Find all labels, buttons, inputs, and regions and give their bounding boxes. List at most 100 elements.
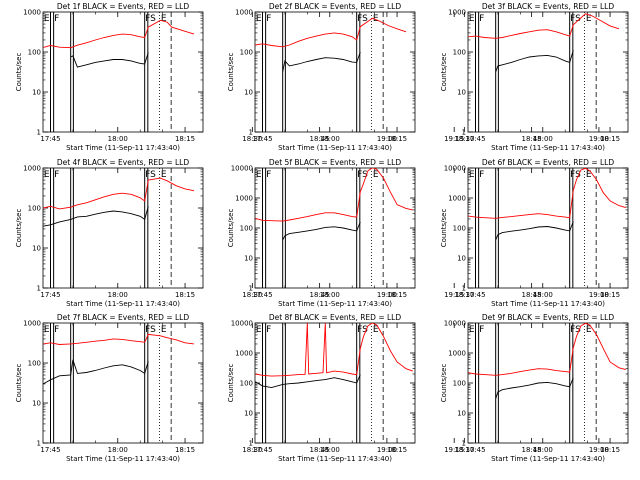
- lld-series-line: [468, 323, 626, 376]
- x-tick-label: 19:00: [589, 291, 609, 299]
- events-series-line: [70, 52, 149, 68]
- x-tick-label: 19:15: [444, 446, 464, 454]
- panel-det-4f: Det 4f BLACK = Events, RED = LLD 1 10 100 10…: [15, 158, 464, 308]
- x-tick-label: 18:00: [108, 135, 128, 143]
- x-tick-label: 18:00: [108, 446, 128, 454]
- x-tick-label: 18:30: [242, 446, 262, 454]
- y-tick-label: 10: [32, 400, 41, 408]
- x-tick-label: 19:00: [589, 135, 609, 143]
- x-tick-label: 18:15: [387, 135, 407, 143]
- interval-mark-label: F: [54, 14, 59, 24]
- interval-mark-label: E: [469, 14, 475, 24]
- interval-mark-label: E: [586, 325, 592, 335]
- y-tick-label: 1: [249, 285, 253, 293]
- y-tick-label: 10: [244, 255, 253, 263]
- y-tick-label: 100: [453, 225, 466, 233]
- y-tick-label: 1: [37, 129, 41, 137]
- interval-mark-label: F: [266, 325, 271, 335]
- plot-frame: [254, 167, 416, 289]
- x-tick-label: 18:45: [522, 291, 542, 299]
- interval-mark-label: E: [586, 14, 592, 24]
- interval-mark-label: FS: [357, 14, 368, 24]
- y-tick-label: 1000: [448, 350, 466, 358]
- interval-mark-label: F: [479, 170, 484, 180]
- x-tick-label: 18:15: [387, 446, 407, 454]
- panel-det-8f: Det 8f BLACK = Events, RED = LLD 1 10 100 10…: [227, 313, 609, 463]
- lld-series-line: [255, 168, 413, 222]
- y-tick-label: 1000: [235, 9, 253, 17]
- x-tick-label: 17:45: [40, 135, 60, 143]
- y-tick-label: 1000: [235, 350, 253, 358]
- y-tick-label: 1: [249, 440, 253, 448]
- y-axis-label: Counts/sec: [15, 364, 23, 403]
- x-tick-label: 18:00: [533, 446, 553, 454]
- y-tick-label: 100: [240, 380, 253, 388]
- lld-series-line: [43, 333, 195, 345]
- x-tick-label: 19:15: [444, 291, 464, 299]
- x-tick-label: 18:15: [175, 446, 195, 454]
- y-tick-label: 10: [32, 245, 41, 253]
- panel-det-2f: Det 2f BLACK = Events, RED = LLD 1 10 100 10…: [227, 2, 609, 152]
- x-tick-label: 17:45: [40, 291, 60, 299]
- y-tick-label: 100: [28, 49, 41, 57]
- x-tick-label: 18:30: [454, 446, 474, 454]
- y-tick-label: 1000: [23, 320, 41, 328]
- y-tick-label: 100: [240, 225, 253, 233]
- x-tick-label: 18:45: [522, 135, 542, 143]
- x-tick-label: 18:15: [600, 135, 620, 143]
- interval-mark-label: E: [44, 14, 50, 24]
- interval-mark-label: E: [161, 325, 167, 335]
- y-tick-label: 1: [37, 285, 41, 293]
- x-tick-label: 18:15: [600, 291, 620, 299]
- x-tick-label: 18:00: [533, 135, 553, 143]
- events-series-line: [282, 51, 361, 72]
- interval-mark-label: FS: [145, 325, 156, 335]
- panel-title: Det 9f BLACK = Events, RED = LLD: [482, 313, 615, 322]
- interval-mark-label: E: [44, 325, 50, 335]
- y-tick-label: 100: [453, 49, 466, 57]
- x-tick-label: 19:00: [377, 446, 397, 454]
- y-tick-label: 10: [457, 89, 466, 97]
- y-axis-label: Counts/sec: [440, 209, 448, 248]
- interval-mark-label: FS: [357, 325, 368, 335]
- y-tick-label: 10000: [231, 165, 253, 173]
- interval-mark-label: F: [54, 325, 59, 335]
- plot-frame: [467, 322, 629, 444]
- x-tick-label: 18:45: [522, 446, 542, 454]
- lld-series-line: [43, 19, 195, 49]
- x-tick-label: 17:45: [465, 446, 485, 454]
- x-tick-label: 18:00: [108, 291, 128, 299]
- x-tick-label: 17:45: [465, 291, 485, 299]
- x-tick-label: 18:45: [310, 135, 330, 143]
- y-tick-label: 100: [28, 205, 41, 213]
- x-axis-label: Start Time (11-Sep-11 17:43:40): [491, 300, 605, 308]
- y-tick-label: 10000: [444, 320, 466, 328]
- y-tick-label: 1000: [448, 9, 466, 17]
- interval-mark-label: E: [161, 14, 167, 24]
- x-tick-label: 18:15: [387, 291, 407, 299]
- panel-title: Det 1f BLACK = Events, RED = LLD: [57, 2, 190, 11]
- panel-title: Det 4f BLACK = Events, RED = LLD: [57, 158, 190, 167]
- x-tick-label: 18:00: [320, 291, 340, 299]
- x-axis-label: Start Time (11-Sep-11 17:43:40): [66, 300, 180, 308]
- y-tick-label: 1: [249, 129, 253, 137]
- lld-series-line: [255, 17, 407, 48]
- x-tick-label: 19:00: [589, 446, 609, 454]
- y-tick-label: 10: [244, 410, 253, 418]
- x-tick-label: 17:45: [252, 446, 272, 454]
- interval-mark-label: FS: [570, 170, 581, 180]
- x-tick-label: 18:30: [242, 135, 262, 143]
- interval-mark-label: E: [256, 14, 262, 24]
- interval-mark-label: F: [266, 170, 271, 180]
- x-tick-label: 18:00: [533, 291, 553, 299]
- plot-frame: [42, 322, 204, 444]
- x-tick-label: 17:45: [40, 446, 60, 454]
- y-tick-label: 1: [37, 440, 41, 448]
- panel-det-9f: Det 9f BLACK = Events, RED = LLD 1 10 100 10…: [440, 313, 629, 463]
- x-tick-label: 18:30: [454, 291, 474, 299]
- x-axis-label: Start Time (11-Sep-11 17:43:40): [66, 144, 180, 152]
- lld-series-line: [468, 168, 626, 219]
- y-tick-label: 10: [32, 89, 41, 97]
- y-tick-label: 1000: [23, 165, 41, 173]
